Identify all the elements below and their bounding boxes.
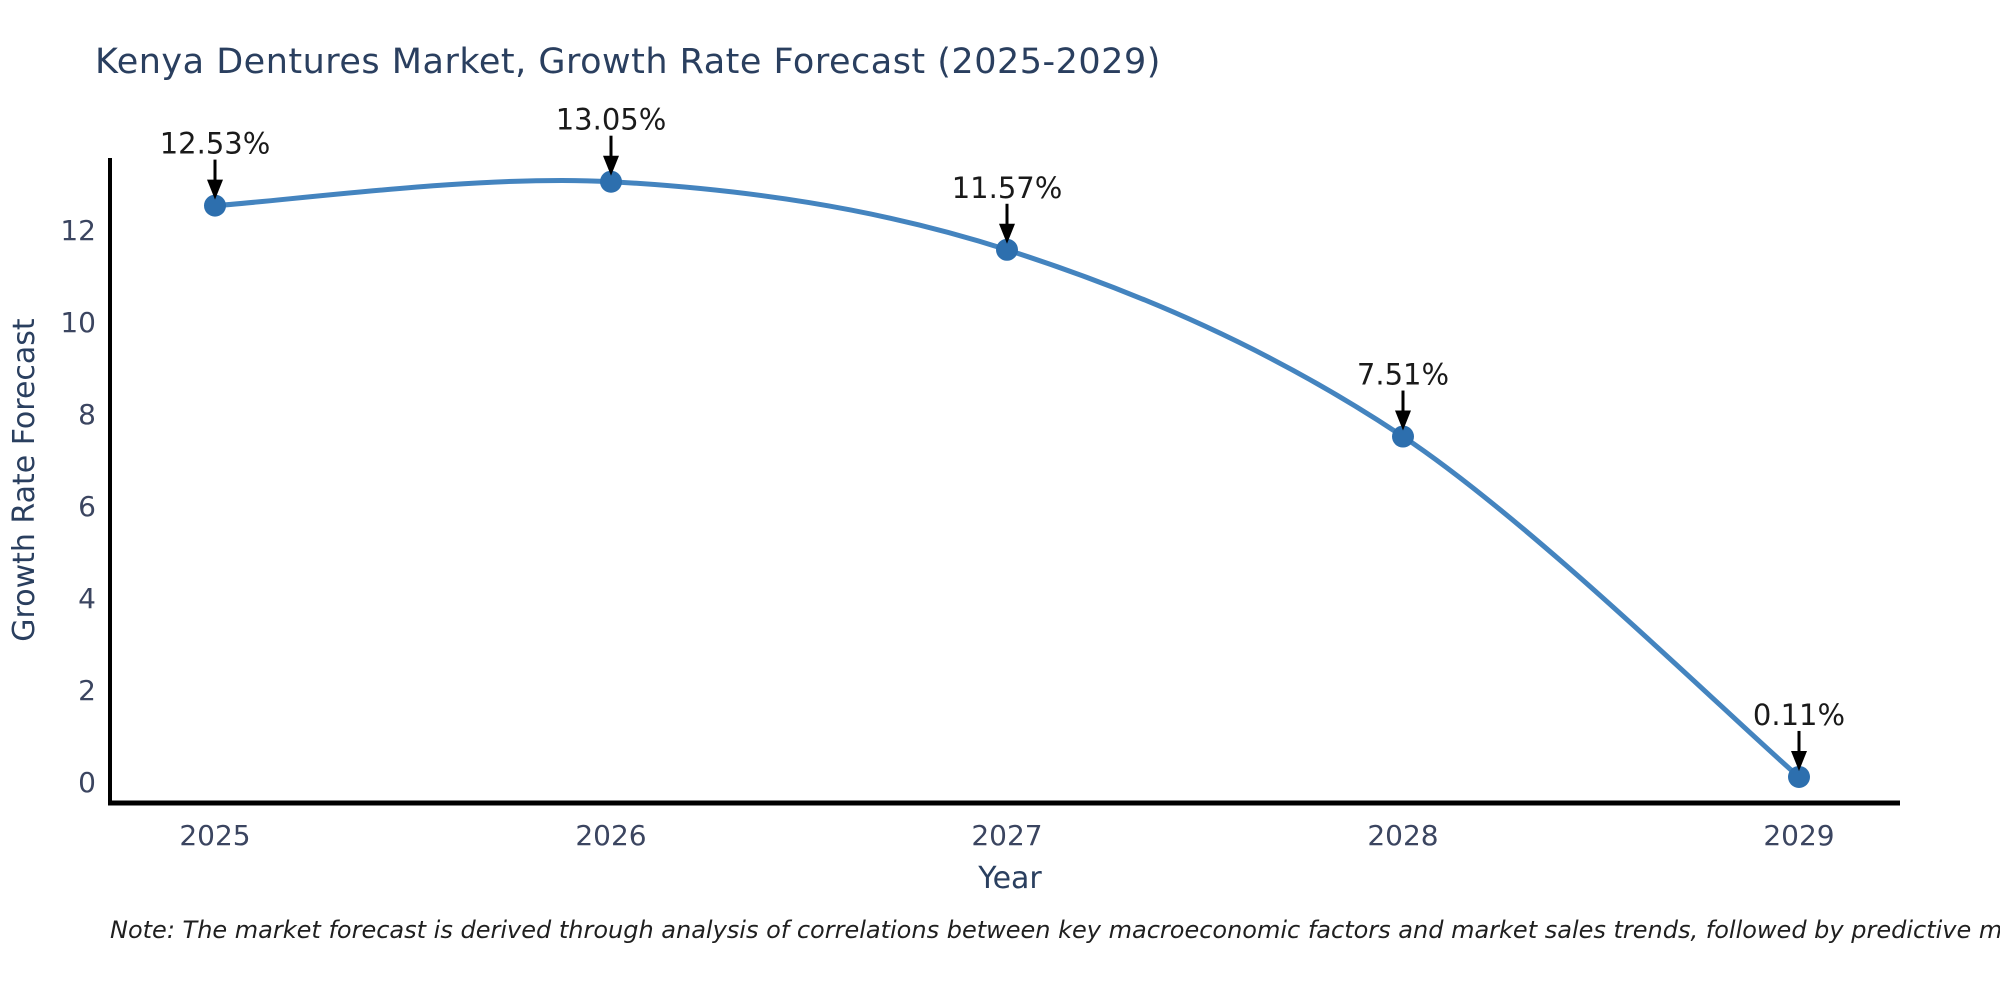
annotation-arrowhead: [207, 179, 223, 200]
annotation-label: 11.57%: [952, 171, 1063, 205]
data-point: [996, 238, 1018, 261]
annotation-arrowhead: [1791, 750, 1807, 771]
footnote: Note: The market forecast is derived thr…: [110, 916, 2000, 944]
data-point: [1392, 425, 1414, 448]
annotation-label: 12.53%: [160, 127, 271, 161]
data-point: [600, 170, 622, 193]
trend-line: [212, 177, 1802, 780]
y-tick-label: 4: [78, 582, 96, 615]
x-tick-label: 2027: [971, 819, 1042, 852]
x-tick-label: 2025: [179, 819, 250, 852]
y-tick-label: 8: [78, 398, 96, 431]
data-point: [1788, 765, 1810, 788]
annotation-arrowhead: [999, 223, 1015, 244]
y-tick-label: 12: [60, 214, 96, 247]
annotation-arrowhead: [603, 155, 619, 176]
x-tick-label: 2028: [1367, 819, 1438, 852]
y-tick-label: 2: [78, 674, 96, 707]
x-axis-title: Year: [977, 861, 1042, 896]
chart-title: Kenya Dentures Market, Growth Rate Forec…: [95, 42, 1161, 82]
annotation-label: 13.05%: [556, 103, 667, 137]
data-point: [204, 194, 226, 217]
y-tick-label: 0: [78, 766, 96, 799]
y-tick-label: 6: [78, 490, 96, 523]
y-tick-label: 10: [60, 306, 96, 339]
annotation-arrowhead: [1395, 410, 1411, 431]
x-tick-label: 2026: [575, 819, 646, 852]
annotation-label: 0.11%: [1753, 698, 1845, 732]
annotation-label: 7.51%: [1357, 358, 1449, 392]
y-axis-title: Growth Rate Forecast: [7, 318, 42, 642]
x-tick-label: 2029: [1763, 819, 1834, 852]
